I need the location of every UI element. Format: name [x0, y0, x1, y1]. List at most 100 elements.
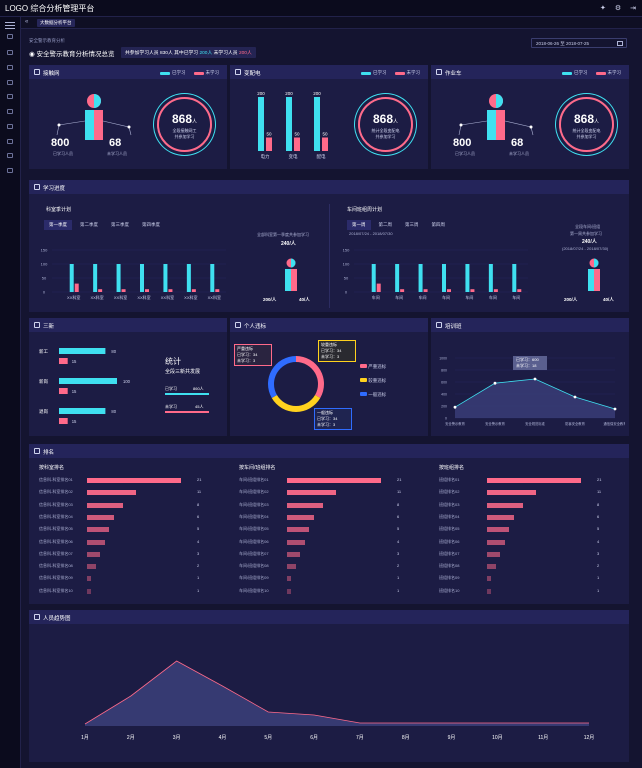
sidebar-chart-icon[interactable]	[7, 80, 13, 85]
rank-row: 信息科-科室排名05 5	[39, 526, 219, 533]
rank-row: 班组排名03 8	[439, 502, 619, 509]
pin-icon[interactable]: ✦	[599, 5, 606, 12]
rank-bar	[487, 564, 496, 570]
sidebar-grid-icon[interactable]	[7, 50, 13, 55]
sidebar-tool-icon[interactable]	[7, 124, 13, 129]
x-tick: 车间	[442, 294, 450, 300]
sidebar-edit-icon[interactable]	[7, 139, 13, 144]
training-panel: 培训班 1000 800 600 400 200 0 安全警示教育 安全警示教育 安全规范标准防…	[431, 318, 629, 436]
rank-label: 车间/班组排名10	[239, 587, 269, 593]
unlearned-label: 未学习	[165, 404, 177, 409]
bar-learned	[465, 264, 470, 292]
tab-q3[interactable]: 第三季度	[111, 222, 129, 227]
rank-label: 班组排名04	[439, 513, 460, 519]
collapse-icon[interactable]: «	[25, 19, 29, 25]
rank-bar	[87, 478, 181, 483]
rank-bar	[287, 588, 292, 594]
value-label: 80	[111, 349, 116, 354]
rank-bar	[87, 514, 114, 520]
y-tick: 0	[445, 417, 447, 421]
rank-label: 班组排名09	[439, 575, 460, 581]
x-tick: 车间	[512, 294, 520, 300]
tab-active[interactable]: 大数据分析平台	[37, 19, 75, 27]
rank-bar	[487, 502, 523, 508]
x-tick: 防暴安全教育	[565, 421, 585, 426]
rank-bar	[487, 539, 505, 545]
rank-value: 6	[597, 513, 600, 519]
x-tick: XX科室	[137, 294, 150, 300]
rank-value: 21	[597, 477, 602, 482]
building-icon	[235, 69, 241, 75]
week-date: 2018/07/24 - 2018/07/30	[349, 231, 393, 236]
bar-unlearned	[59, 388, 68, 394]
tab-week1[interactable]: 第一周	[347, 220, 371, 230]
sidebar-list-icon[interactable]	[7, 65, 13, 70]
power-bar-chart: 200 50 电力 200 50 变电 200 50 配电	[257, 91, 328, 160]
menu-icon[interactable]	[5, 22, 15, 29]
rank-column-title: 按科室排名	[39, 465, 65, 471]
x-tick: 车间	[419, 294, 427, 300]
violation-legend: 严重违标 较重违标 一般违标	[360, 364, 386, 398]
value-label: 50	[322, 132, 328, 137]
sidebar	[0, 17, 21, 768]
donut-slice	[296, 356, 324, 398]
bar-learned	[116, 264, 121, 292]
sidebar-user-icon[interactable]	[7, 109, 13, 114]
date-range-picker[interactable]: 2018-06-26 至 2018-07-25	[531, 38, 627, 48]
value-label: 15	[72, 389, 77, 394]
bar-unlearned	[322, 137, 328, 151]
rank-bar	[487, 514, 514, 520]
rank-label: 信息科-科室排名10	[39, 587, 73, 593]
person-icon	[235, 322, 241, 328]
rank-label: 车间/班组排名06	[239, 538, 269, 544]
bar-learned	[442, 264, 446, 292]
tick-label: 变电	[289, 153, 298, 160]
rank-row: 信息科-科室排名03 8	[39, 502, 219, 509]
sidebar-doc-icon[interactable]	[7, 94, 13, 99]
rank-label: 信息科-科室排名02	[39, 489, 73, 495]
tooltip-serious: 较重违标 已学习：34 未学习：3	[318, 340, 356, 362]
sidebar-settings-icon[interactable]	[7, 153, 13, 158]
rank-row: 车间/班组排名03 8	[239, 502, 419, 509]
rank-value: 1	[397, 575, 400, 581]
rank-row: 班组排名07 3	[439, 551, 619, 558]
tab-week2[interactable]: 第二周	[378, 222, 393, 227]
rank-value: 21	[197, 477, 202, 482]
tab-q1[interactable]: 第一季度	[44, 220, 72, 230]
y-tick: 100	[41, 262, 48, 267]
data-point	[533, 377, 537, 381]
x-tick: XX科室	[161, 294, 174, 300]
tab-q2[interactable]: 第二季度	[80, 222, 98, 227]
value-label: 80	[111, 409, 116, 414]
page-header: 安全警示教育分析 ◉ 安全警示教育分析情况总览 共参加学习人员 830人 其中已…	[29, 38, 629, 62]
unlearned-total: 40/人	[299, 297, 310, 302]
rank-value: 1	[597, 587, 600, 593]
rank-row: 班组排名04 6	[439, 514, 619, 521]
list-icon	[34, 448, 40, 454]
bar-unlearned	[294, 137, 300, 151]
page-title: ◉ 安全警示教育分析情况总览	[29, 51, 115, 58]
sidebar-home-icon[interactable]	[7, 34, 13, 39]
rank-value: 6	[197, 513, 200, 519]
rank-row: 车间/班组排名07 3	[239, 551, 419, 558]
rank-value: 1	[197, 587, 200, 593]
settings-icon[interactable]: ⚙	[614, 5, 622, 12]
rank-bar	[287, 527, 310, 533]
rank-label: 车间/班组排名07	[239, 550, 269, 556]
bar-unlearned	[423, 289, 428, 292]
bar-unlearned	[470, 289, 475, 292]
tab-q4[interactable]: 第四季度	[142, 222, 160, 227]
rank-row: 信息科-科室排名07 3	[39, 551, 219, 558]
rank-value: 1	[397, 587, 400, 593]
unlearned-total: 40/人	[603, 297, 614, 302]
sidebar-star-icon[interactable]	[7, 168, 13, 173]
calendar-icon[interactable]	[617, 41, 623, 46]
breadcrumb[interactable]: 安全警示教育分析	[29, 38, 65, 43]
bar-unlearned	[447, 289, 451, 292]
tab-week3[interactable]: 第三周	[405, 222, 419, 227]
logout-icon[interactable]: ⇥	[630, 5, 636, 12]
tab-week4[interactable]: 第四周	[431, 222, 446, 227]
rank-value: 8	[197, 501, 200, 507]
user-icon	[34, 69, 40, 75]
rank-row: 信息科-科室排名10 1	[39, 588, 219, 595]
